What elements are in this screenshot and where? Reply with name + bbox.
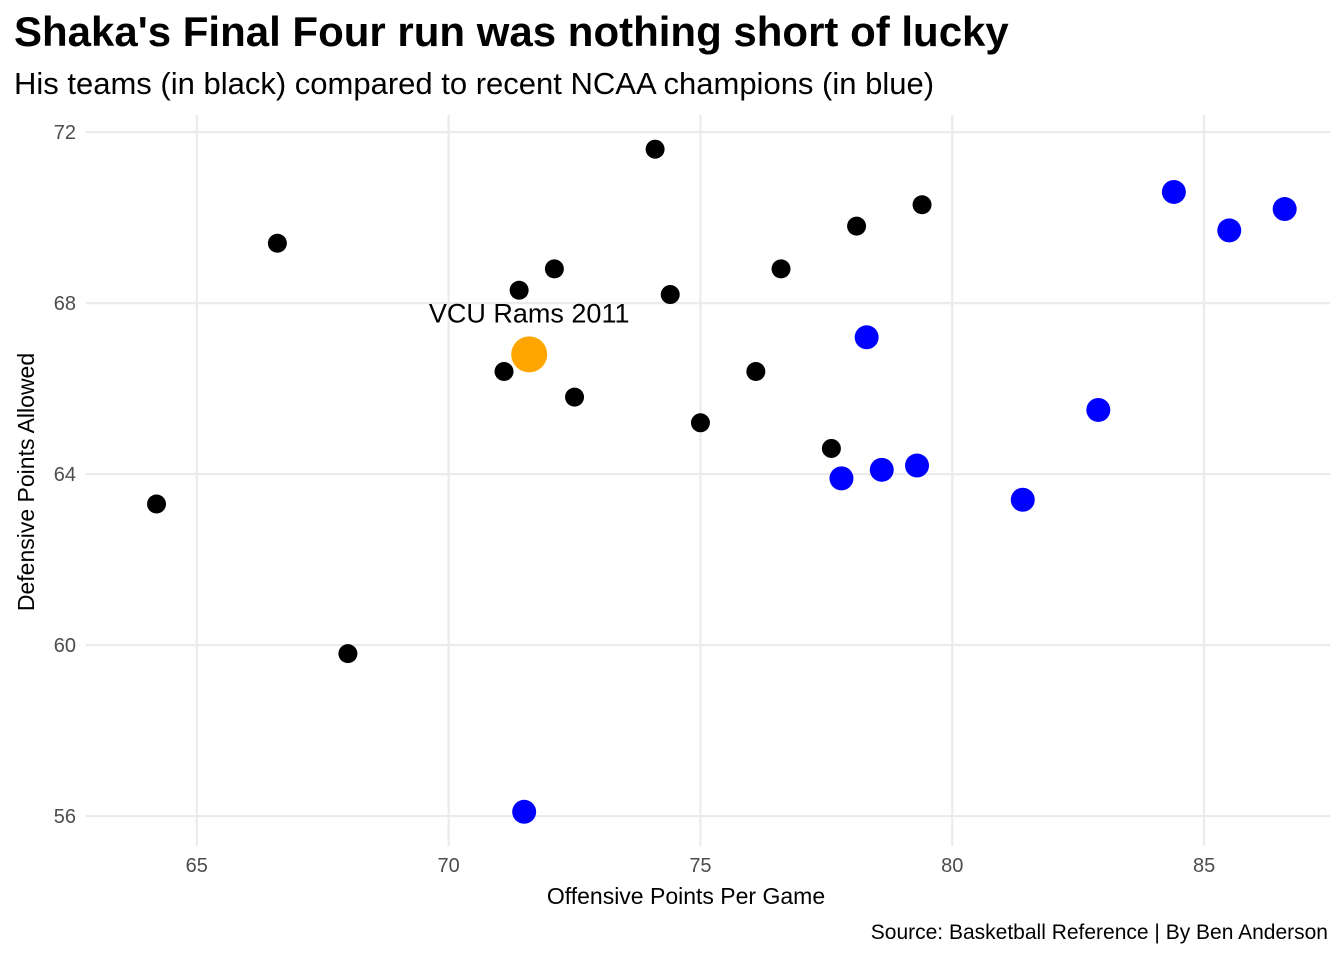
x-tick-label: 85	[1193, 855, 1215, 877]
data-point	[869, 457, 894, 482]
x-tick-label: 80	[941, 855, 963, 877]
chart-subtitle: His teams (in black) compared to recent …	[14, 66, 935, 101]
data-point	[690, 413, 710, 433]
y-tick-label: 56	[54, 806, 76, 828]
data-point	[660, 285, 680, 305]
x-axis-label: Offensive Points Per Game	[547, 883, 825, 909]
data-point	[1161, 179, 1186, 204]
chart-caption: Source: Basketball Reference | By Ben An…	[870, 921, 1328, 944]
data-point	[494, 361, 514, 381]
x-tick-label: 65	[186, 855, 208, 877]
y-tick-label: 60	[54, 635, 76, 657]
y-axis-label: Defensive Points Allowed	[13, 353, 39, 611]
data-point	[905, 453, 930, 478]
data-point	[829, 466, 854, 491]
annotations: VCU Rams 2011	[429, 298, 630, 373]
y-tick-label: 72	[54, 122, 76, 144]
highlight-point	[511, 336, 548, 373]
highlight-label: VCU Rams 2011	[429, 298, 630, 328]
data-point	[544, 259, 564, 279]
data-point	[847, 216, 867, 236]
chart-title: Shaka's Final Four run was nothing short…	[14, 8, 1009, 55]
data-point	[267, 233, 287, 253]
data-point	[509, 280, 529, 300]
data-point	[1217, 218, 1242, 243]
data-points	[147, 139, 1297, 824]
data-point	[565, 387, 585, 407]
data-point	[512, 799, 537, 824]
x-tick-label: 70	[437, 855, 459, 877]
x-axis-ticks: 65 70 75 80 85	[186, 855, 1216, 877]
data-point	[338, 644, 358, 664]
x-tick-label: 75	[689, 855, 711, 877]
y-tick-label: 64	[54, 464, 76, 486]
data-point	[1272, 197, 1297, 222]
grid-lines	[86, 115, 1330, 846]
data-point	[771, 259, 791, 279]
data-point	[912, 195, 932, 215]
data-point	[854, 325, 879, 350]
data-point	[1086, 397, 1111, 422]
data-point	[1010, 487, 1035, 512]
y-tick-label: 68	[54, 293, 76, 315]
y-axis-ticks: 56 60 64 68 72	[54, 122, 76, 828]
data-point	[645, 139, 665, 159]
data-point	[147, 494, 167, 514]
data-point	[746, 361, 766, 381]
data-point	[821, 438, 841, 458]
